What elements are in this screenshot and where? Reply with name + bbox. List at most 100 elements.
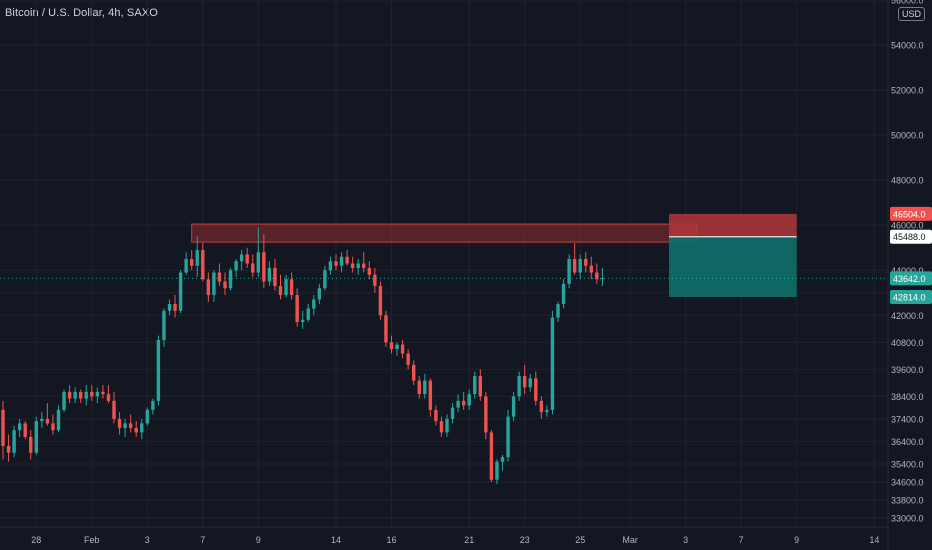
candle bbox=[506, 409, 510, 462]
candle-body bbox=[145, 409, 149, 424]
candle-body bbox=[195, 249, 199, 266]
y-tick-label: 44000.0 bbox=[891, 266, 924, 276]
price-label-box bbox=[890, 289, 932, 304]
candle-body bbox=[362, 263, 366, 269]
candle bbox=[167, 299, 172, 316]
candle bbox=[317, 283, 322, 305]
candle bbox=[134, 421, 138, 437]
candle bbox=[278, 274, 283, 300]
candle-body bbox=[6, 445, 11, 453]
candle bbox=[378, 281, 383, 320]
candle-body bbox=[467, 394, 471, 406]
x-tick-label: 3 bbox=[145, 535, 150, 545]
candle bbox=[461, 391, 466, 410]
candle-body bbox=[1, 409, 5, 446]
candle bbox=[356, 258, 360, 275]
candle bbox=[206, 272, 211, 302]
x-tick-label: Feb bbox=[84, 535, 100, 545]
candle-body bbox=[412, 364, 416, 381]
candle-body bbox=[267, 268, 272, 282]
candle bbox=[523, 364, 527, 395]
candle-body bbox=[273, 268, 277, 287]
candle bbox=[578, 254, 582, 280]
candle-body bbox=[239, 254, 244, 262]
candle bbox=[389, 335, 394, 354]
candle bbox=[256, 227, 260, 278]
price-axis: 33000.0 33800.0 34600.0 35400.0 36400.0 37400… bbox=[891, 0, 924, 523]
candle-body bbox=[556, 304, 560, 318]
price-labels: 46504.0 45488.0 43642.0 42814.0 bbox=[890, 206, 932, 304]
candle bbox=[73, 387, 77, 404]
x-tick-label: 14 bbox=[869, 535, 879, 545]
candle bbox=[384, 310, 388, 347]
x-tick-label: 9 bbox=[256, 535, 261, 545]
candle-body bbox=[51, 423, 55, 431]
x-tick-label: 21 bbox=[464, 535, 474, 545]
candle bbox=[595, 263, 599, 284]
candle bbox=[584, 252, 588, 273]
candle-body bbox=[289, 279, 294, 296]
candle-body bbox=[212, 272, 216, 296]
candle bbox=[517, 371, 521, 401]
candle-body bbox=[334, 261, 338, 266]
candle bbox=[190, 249, 194, 271]
candle-body bbox=[178, 272, 183, 311]
candle-body bbox=[306, 308, 310, 320]
candle-body bbox=[561, 283, 566, 305]
candle bbox=[201, 243, 205, 282]
candle bbox=[51, 414, 55, 435]
candle-body bbox=[173, 304, 177, 311]
candle-body bbox=[73, 391, 77, 399]
candle bbox=[467, 389, 471, 410]
candle bbox=[239, 249, 244, 271]
candle bbox=[79, 389, 83, 404]
candle bbox=[500, 454, 505, 471]
currency-badge[interactable]: USD bbox=[897, 7, 925, 21]
candle bbox=[45, 403, 50, 426]
candle-body bbox=[572, 258, 577, 273]
candle-body bbox=[400, 344, 405, 354]
candle bbox=[289, 272, 294, 300]
candle-body bbox=[90, 391, 94, 397]
candle-body bbox=[262, 252, 266, 282]
candle bbox=[600, 268, 605, 287]
candle-body bbox=[378, 286, 383, 316]
candle-body bbox=[423, 380, 427, 395]
candle bbox=[328, 256, 333, 275]
candle-body bbox=[34, 421, 38, 453]
candle bbox=[17, 418, 22, 437]
candle bbox=[306, 304, 310, 323]
y-tick-label: 39600.0 bbox=[891, 365, 924, 375]
candle bbox=[123, 418, 127, 437]
candle bbox=[178, 270, 183, 314]
candle bbox=[456, 394, 460, 413]
price-label-text: 43642.0 bbox=[893, 274, 926, 284]
candle bbox=[212, 270, 216, 302]
x-tick-label: 16 bbox=[386, 535, 396, 545]
candle bbox=[67, 385, 72, 404]
candle-body bbox=[184, 258, 188, 273]
candle-body bbox=[528, 378, 532, 388]
candle-body bbox=[384, 315, 388, 343]
y-tick-label: 52000.0 bbox=[891, 86, 924, 96]
candle-body bbox=[511, 396, 516, 417]
candle-body bbox=[62, 391, 66, 410]
candle-body bbox=[517, 376, 521, 397]
candle-body bbox=[106, 394, 111, 401]
candle bbox=[34, 416, 38, 455]
candle bbox=[106, 385, 111, 404]
candle bbox=[29, 430, 33, 460]
candle-body bbox=[162, 310, 166, 341]
candle-body bbox=[600, 278, 605, 280]
candle bbox=[117, 412, 122, 435]
candle bbox=[345, 249, 349, 266]
x-tick-label: 23 bbox=[520, 535, 530, 545]
chart-title: Bitcoin / U.S. Dollar, 4h, SAXO bbox=[5, 7, 158, 19]
candle bbox=[162, 308, 166, 347]
candle bbox=[589, 256, 593, 280]
candle-body bbox=[123, 423, 127, 428]
candle bbox=[301, 310, 305, 329]
candle bbox=[145, 407, 149, 426]
candle bbox=[450, 403, 455, 424]
